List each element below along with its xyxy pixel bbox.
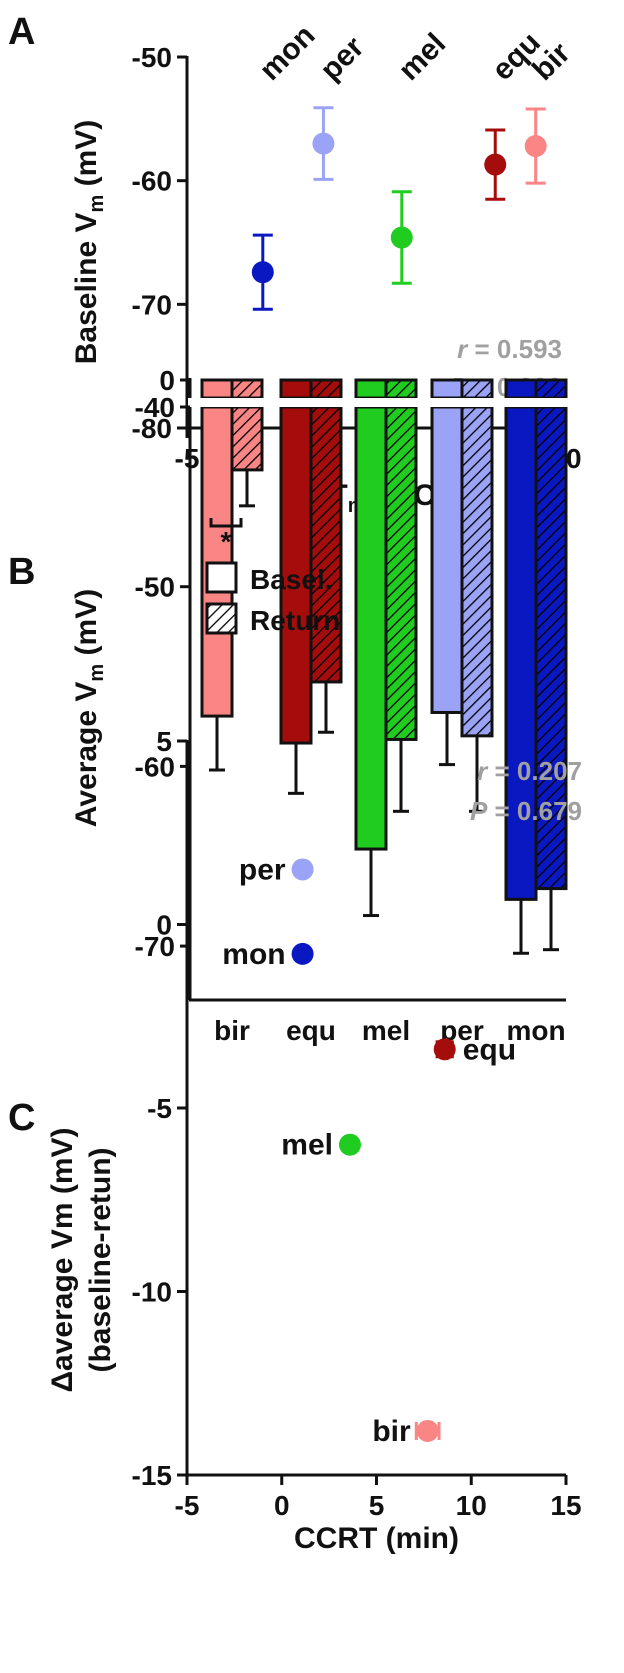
- stat-r-a: r = 0.593: [457, 334, 562, 364]
- point-bir: [524, 135, 547, 158]
- y-axis-label-c-2: (baseline-retun): [84, 1147, 117, 1372]
- legend-label-basel: Basel.: [250, 564, 333, 595]
- panel-label-b: B: [8, 551, 35, 593]
- point-c-equ: [433, 1038, 456, 1061]
- significance-star: *: [221, 526, 232, 557]
- x-axis-label-c: CCRT (min): [294, 1522, 459, 1555]
- y-tick-label-c: -15: [132, 1460, 172, 1491]
- x-tick-label-b: mon: [506, 1015, 565, 1046]
- bar-return-mel: [384, 405, 418, 741]
- point-label-c-per: per: [239, 853, 286, 886]
- y-tick-label-a: -70: [132, 289, 172, 320]
- bar-stub-basel-per: [430, 378, 464, 400]
- point-label-mel: mel: [392, 27, 452, 87]
- point-mel: [390, 226, 413, 249]
- bar-stub-basel-mon: [504, 378, 538, 400]
- point-label-c-equ: equ: [463, 1033, 516, 1066]
- point-label-per: per: [314, 30, 371, 87]
- bar-return-equ: [309, 405, 343, 684]
- x-tick-label-b: bir: [214, 1015, 250, 1046]
- stat-r-c: r = 0.207: [477, 756, 582, 786]
- point-c-bir: [416, 1419, 439, 1442]
- axis-break: [188, 398, 570, 407]
- point-mon: [251, 261, 274, 284]
- x-tick-label-c: 5: [369, 1490, 385, 1521]
- y-tick-label-c: -5: [147, 1093, 172, 1124]
- bar-stub-return-equ: [309, 378, 343, 400]
- point-equ: [484, 153, 507, 176]
- legend-swatch-basel: [205, 561, 238, 594]
- stat-p-c: P = 0.679: [470, 796, 582, 826]
- bar-stub-return-bir: [230, 378, 264, 400]
- y-tick-label-b: -50: [135, 572, 175, 603]
- bar-basel-mel: [354, 405, 388, 851]
- x-tick-label-c: 10: [456, 1490, 487, 1521]
- legend-label-return: Return: [250, 605, 340, 636]
- x-tick-label-a: -5: [175, 443, 200, 474]
- point-label-mon: mon: [253, 19, 321, 87]
- point-c-mel: [338, 1133, 361, 1156]
- bar-stub-return-per: [460, 378, 494, 400]
- y-tick-label-a: -50: [132, 42, 172, 73]
- bar-return-per: [460, 405, 494, 738]
- y-tick-label-b: 0: [159, 365, 175, 396]
- point-c-per: [291, 858, 314, 881]
- bar-stub-return-mel: [384, 378, 418, 400]
- y-tick-label-b: -40: [135, 392, 175, 423]
- x-tick-label-c: 0: [274, 1490, 290, 1521]
- y-tick-label-c: -10: [132, 1277, 172, 1308]
- y-tick-label-b: -60: [135, 751, 175, 782]
- point-c-mon: [291, 942, 314, 965]
- y-axis-label-a: Baseline Vm (mV): [70, 120, 108, 365]
- point-label-c-mel: mel: [281, 1129, 333, 1162]
- bar-basel-per: [430, 405, 464, 714]
- x-tick-label-c: 15: [550, 1490, 581, 1521]
- bar-stub-basel-bir: [200, 378, 234, 400]
- bar-stub-return-mon: [534, 378, 568, 400]
- legend-swatch-return: [205, 602, 238, 635]
- bar-stub-basel-equ: [279, 378, 313, 400]
- point-label-c-mon: mon: [222, 938, 285, 971]
- y-tick-label-b: -70: [135, 931, 175, 962]
- y-tick-label-c: 0: [156, 910, 172, 941]
- x-tick-label-c: -5: [175, 1490, 200, 1521]
- y-tick-label-c: 5: [156, 726, 172, 757]
- x-tick-label-b: mel: [362, 1015, 410, 1046]
- panel-label-c: C: [8, 1097, 35, 1139]
- y-axis-label-b: Average Vm (mV): [70, 589, 108, 827]
- y-axis-label-c-1: Δaverage Vm (mV): [46, 1127, 79, 1392]
- significance-bracket: [209, 518, 243, 528]
- point-label-c-bir: bir: [372, 1415, 411, 1448]
- y-tick-label-a: -80: [132, 413, 172, 444]
- x-tick-label-b: equ: [286, 1015, 336, 1046]
- y-tick-label-a: -60: [132, 166, 172, 197]
- panel-label-a: A: [8, 11, 35, 53]
- bar-stub-basel-mel: [354, 378, 388, 400]
- point-per: [312, 132, 335, 155]
- bar-return-bir: [230, 405, 264, 472]
